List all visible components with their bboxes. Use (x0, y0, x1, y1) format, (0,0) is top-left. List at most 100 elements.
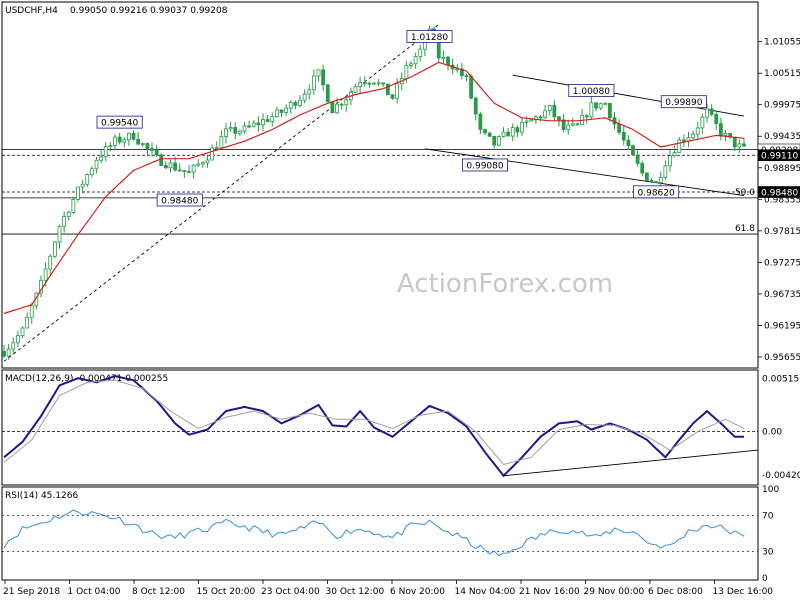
candle-body (547, 104, 552, 112)
price-tick-label-7: 0.97275 (764, 258, 800, 268)
candle-body (441, 56, 446, 59)
candle-body (187, 171, 191, 173)
candle-body (353, 86, 358, 93)
candle-body (177, 169, 182, 172)
price-tick-label-6: 0.97815 (764, 227, 800, 237)
x-tick-label-8: 21 Nov 16:00 (519, 587, 580, 597)
candle-body (455, 68, 460, 71)
rsi-tick-label-1: 70 (762, 512, 774, 522)
candle-body (205, 159, 210, 164)
right-tag-1: 0.99110 (761, 152, 798, 162)
candle-body (700, 116, 705, 129)
price-tick-label-2: 0.99975 (764, 101, 800, 111)
candle-body (57, 226, 62, 243)
candle-body (464, 75, 469, 77)
candle-body (654, 181, 659, 184)
candle-body (191, 164, 196, 173)
candle-body (663, 165, 668, 178)
candle-body (538, 116, 543, 119)
candle-body (113, 136, 117, 146)
candle-body (242, 125, 247, 132)
candle-body (723, 132, 728, 137)
candle-body (2, 351, 6, 357)
candle-body (492, 135, 497, 146)
candle-body (6, 348, 11, 357)
candle-body (159, 154, 164, 166)
candle-body (626, 139, 631, 147)
trendline-2 (424, 148, 745, 196)
price-tick-label-9: 0.96195 (764, 321, 800, 331)
right-tag-box-2 (757, 186, 800, 198)
candle-body (154, 150, 159, 156)
candle-body (635, 154, 640, 164)
candle-body (89, 168, 94, 176)
candle-body (62, 216, 67, 227)
price-tick-label-4: 0.98895 (764, 164, 800, 174)
candle-body (520, 121, 524, 133)
candle-body (672, 152, 677, 157)
candle-body (390, 94, 395, 99)
candle-body (575, 123, 580, 126)
x-tick-label-1: 1 Oct 04:00 (68, 587, 121, 597)
candle-body (265, 119, 270, 122)
price-label-5: 0.98480 (161, 197, 198, 207)
x-tick-label-2: 8 Oct 12:00 (132, 587, 185, 597)
rsi-panel-frame (1, 486, 759, 581)
x-tick-label-6: 6 Nov 20:00 (390, 587, 445, 597)
x-tick-label-0: 21 Sep 2018 (3, 587, 60, 597)
price-label-1: 0.99540 (101, 119, 138, 129)
candle-body (413, 56, 418, 65)
x-tick-label-4: 23 Oct 04:00 (261, 587, 320, 597)
candle-body (126, 132, 131, 141)
candle-body (325, 84, 330, 103)
price-label-box-5 (156, 193, 203, 207)
candle-body (108, 145, 113, 147)
price-label-2: 1.00080 (573, 87, 610, 97)
candle-body (524, 120, 529, 123)
candle-body (298, 99, 302, 106)
price-tick-label-8: 0.96735 (764, 290, 800, 300)
candle-body (381, 82, 386, 85)
candle-body (302, 93, 307, 101)
candle-body (681, 139, 686, 142)
candle-body (270, 116, 275, 122)
candle-body (543, 110, 548, 118)
price-tick-label-3: 0.99435 (764, 132, 800, 142)
price-label-box-0 (406, 30, 453, 43)
rsi-line (3, 509, 745, 557)
candle-body (284, 107, 289, 113)
candle-body (76, 186, 80, 200)
candle-body (677, 139, 682, 153)
candle-body (316, 69, 321, 77)
candle-body (644, 172, 649, 181)
candle-body (330, 101, 335, 114)
candle-body (718, 123, 723, 137)
candles (2, 25, 746, 360)
candle-body (140, 143, 145, 145)
macd-tick-label-0: 0.005156 (762, 375, 800, 385)
candle-body (732, 136, 737, 148)
candle-body (224, 128, 228, 137)
candle-body (251, 122, 256, 127)
candle-body (85, 174, 90, 185)
candle-body (274, 109, 279, 117)
candle-body (594, 102, 598, 109)
candle-body (228, 127, 233, 130)
candle-body (233, 127, 238, 134)
moving-average-line (3, 61, 745, 315)
rsi-tick-label-3: 0 (762, 574, 768, 584)
symbol-title: USDCHF,H4 (5, 6, 58, 16)
candle-body (358, 82, 363, 88)
candle-body (607, 103, 612, 119)
x-tick-label-11: 13 Dec 16:00 (713, 587, 774, 597)
candle-body (737, 143, 742, 148)
candle-body (561, 119, 566, 130)
candle-body (293, 101, 298, 106)
price-label-box-3 (660, 95, 707, 109)
candle-body (557, 116, 561, 121)
rsi-tick-label-0: 100 (762, 485, 779, 495)
candle-body (640, 163, 645, 174)
ohlc-values: 0.99050 0.99216 0.99037 0.99208 (70, 6, 228, 16)
candle-body (506, 131, 511, 137)
candle-body (404, 65, 409, 79)
